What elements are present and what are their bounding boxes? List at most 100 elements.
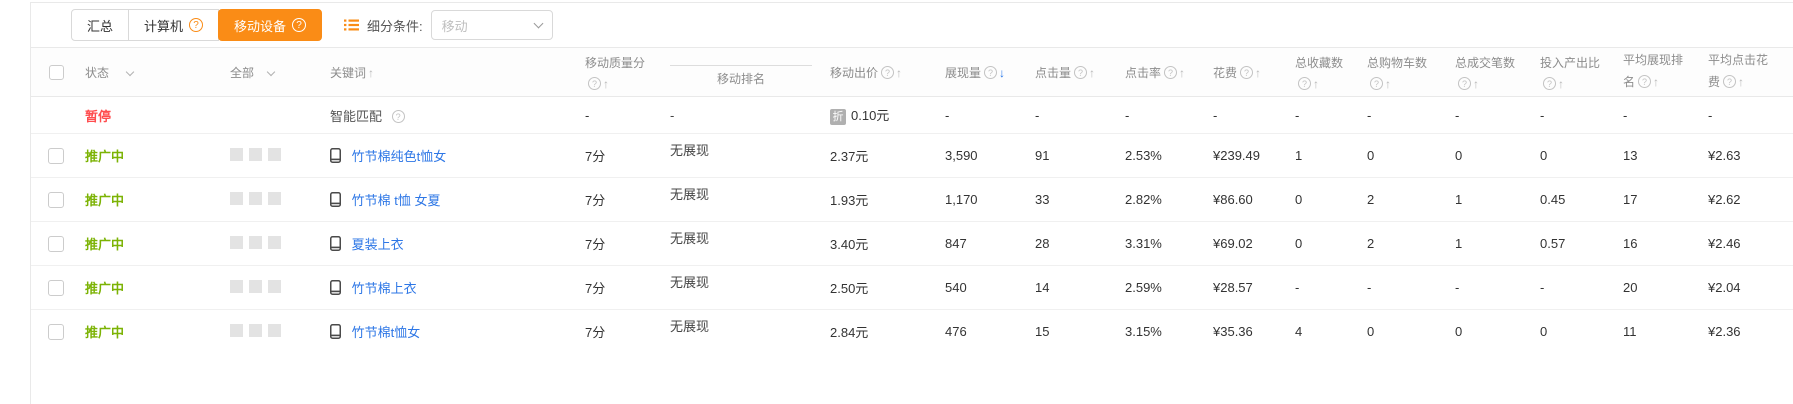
cell-checkbox bbox=[31, 265, 81, 310]
cell-all bbox=[226, 96, 326, 134]
help-icon[interactable]: ? bbox=[1074, 65, 1088, 79]
row-checkbox[interactable] bbox=[48, 279, 64, 296]
help-icon[interactable]: ? bbox=[984, 65, 998, 79]
help-icon[interactable]: ? bbox=[1240, 65, 1254, 79]
cell-status: 推广中 bbox=[81, 177, 226, 222]
help-icon[interactable]: ? bbox=[189, 18, 204, 32]
column-header-all: 全部 bbox=[226, 47, 326, 97]
keyword-link[interactable]: 夏装上衣 bbox=[351, 237, 404, 252]
sort-up-icon[interactable]: ↑ bbox=[1385, 76, 1391, 91]
cell-orders: 0 bbox=[1455, 324, 1463, 340]
cell-carts: - bbox=[1363, 265, 1451, 310]
segment-select[interactable]: 移动 bbox=[430, 10, 553, 40]
cell-keyword: 竹节棉纯色t恤女 竹节棉纯色t恤女 ? bbox=[326, 133, 581, 178]
tab-summary[interactable]: 汇总 bbox=[71, 9, 130, 41]
column-header-impressions: 展现量? ↓ bbox=[941, 47, 1031, 97]
row-checkbox[interactable] bbox=[48, 191, 64, 208]
mobile-phone-icon bbox=[330, 324, 341, 340]
keyword-report-panel: 汇总 计算机 ? 移动设备 ? 细分条件: 移动 bbox=[30, 2, 1793, 404]
table-row: 推广中 竹节棉上衣 竹节棉上衣 ? 7分 无展现 2.50元 540 14 2.… bbox=[31, 265, 1793, 310]
cell-keyword: 竹节棉 t恤 女夏 竹节棉 t恤 女夏 ? bbox=[326, 177, 581, 222]
tab-computer[interactable]: 计算机 ? bbox=[128, 9, 220, 41]
column-header-carts: 总购物车数 ? ↑ bbox=[1363, 47, 1451, 97]
sort-up-icon[interactable]: ↑ bbox=[896, 65, 903, 80]
cell-ctr: 2.59% bbox=[1121, 265, 1209, 310]
sort-up-icon[interactable]: ↑ bbox=[1558, 76, 1564, 91]
cell-ctr: - bbox=[1121, 96, 1209, 134]
tab-summary-label: 汇总 bbox=[87, 18, 114, 34]
column-label: 点击量 bbox=[1035, 65, 1072, 80]
help-icon[interactable]: ? bbox=[1164, 65, 1178, 79]
sort-up-icon[interactable]: ↑ bbox=[603, 76, 609, 91]
sort-up-icon[interactable]: ↑ bbox=[1473, 76, 1479, 91]
row-checkbox[interactable] bbox=[48, 147, 64, 164]
keyword-link[interactable]: 竹节棉 t恤 女夏 bbox=[351, 193, 441, 208]
column-label: 点击率 bbox=[1125, 65, 1162, 80]
help-icon[interactable]: ? bbox=[1370, 76, 1383, 90]
table-row: 暂停 智能匹配 智能匹配 ? - - 折0.10元 - - - - - - - … bbox=[31, 96, 1793, 134]
sort-down-icon[interactable]: ↓ bbox=[999, 65, 1006, 80]
cell-quality-score: 7分 bbox=[581, 177, 666, 222]
sort-up-icon[interactable]: ↑ bbox=[1738, 75, 1745, 89]
cell-favorites: - bbox=[1291, 96, 1363, 134]
cell-favorites: 1 bbox=[1291, 133, 1363, 178]
cell-status: 暂停 bbox=[81, 96, 226, 134]
keyword-link[interactable]: 竹节棉纯色t恤女 bbox=[351, 149, 447, 164]
column-label: 关键词 bbox=[330, 65, 367, 80]
cell-avg-rank: 13 bbox=[1619, 133, 1704, 178]
column-label: 全部 bbox=[230, 65, 255, 80]
table-row: 推广中 竹节棉 t恤 女夏 竹节棉 t恤 女夏 ? 7分 无展现 1.93元 1… bbox=[31, 177, 1793, 222]
column-label: 状态 bbox=[85, 65, 110, 80]
sort-up-icon[interactable]: ↑ bbox=[1255, 65, 1262, 80]
cell-clicks: 33 bbox=[1031, 177, 1121, 222]
row-checkbox[interactable] bbox=[48, 324, 64, 341]
help-icon[interactable]: ? bbox=[292, 18, 307, 32]
cell-keyword: 竹节棉上衣 竹节棉上衣 ? bbox=[326, 265, 581, 310]
help-icon[interactable]: ? bbox=[881, 65, 895, 79]
cell-clicks: - bbox=[1031, 96, 1121, 134]
bid-value: 2.84元 bbox=[830, 325, 869, 341]
help-icon[interactable]: ? bbox=[1723, 75, 1737, 88]
row-checkbox[interactable] bbox=[48, 235, 64, 252]
mobile-phone-icon bbox=[330, 280, 341, 295]
help-icon[interactable]: ? bbox=[391, 109, 405, 123]
keyword-link[interactable]: 竹节棉上衣 bbox=[351, 281, 417, 296]
device-tabs: 汇总 计算机 ? 移动设备 ? bbox=[71, 9, 323, 41]
help-icon[interactable]: ? bbox=[1458, 76, 1471, 90]
column-label: 总收藏数 bbox=[1295, 55, 1344, 70]
cell-ctr: 2.53% bbox=[1121, 133, 1209, 178]
cell-cost: ¥239.49 bbox=[1209, 133, 1291, 178]
cell-mobile-bid: 3.40元 bbox=[826, 221, 941, 266]
chevron-down-icon[interactable] bbox=[125, 67, 135, 76]
cell-all bbox=[226, 133, 326, 178]
help-icon[interactable]: ? bbox=[1543, 76, 1556, 90]
segment-list-icon bbox=[344, 19, 360, 31]
help-icon[interactable]: ? bbox=[588, 76, 601, 90]
sort-up-icon[interactable]: ↑ bbox=[368, 65, 375, 80]
help-icon[interactable]: ? bbox=[1638, 75, 1652, 88]
quality-blocks bbox=[230, 279, 287, 296]
chevron-down-icon[interactable] bbox=[266, 67, 276, 76]
cell-clicks: 14 bbox=[1031, 265, 1121, 310]
segment-condition: 细分条件: 移动 bbox=[344, 10, 553, 40]
sort-up-icon[interactable]: ↑ bbox=[1313, 76, 1319, 91]
cell-mobile-bid: 1.93元 bbox=[826, 177, 941, 222]
cell-checkbox bbox=[31, 310, 81, 354]
cell-cost: ¥28.57 bbox=[1209, 265, 1291, 310]
cell-impressions: 540 bbox=[941, 265, 1031, 310]
status-badge: 推广中 bbox=[85, 325, 125, 341]
help-icon[interactable]: ? bbox=[1298, 76, 1311, 90]
tab-computer-label: 计算机 bbox=[144, 18, 184, 34]
keyword-link[interactable]: 竹节棉t恤女 bbox=[351, 325, 421, 341]
cell-impressions: 1,170 bbox=[941, 177, 1031, 222]
select-all-checkbox[interactable] bbox=[48, 64, 64, 80]
sort-up-icon[interactable]: ↑ bbox=[1089, 65, 1096, 80]
cell-roi: 0.57 bbox=[1536, 221, 1619, 266]
cell-avg-rank: - bbox=[1619, 96, 1704, 134]
cell-favorites: - bbox=[1291, 265, 1363, 310]
tab-mobile-label: 移动设备 bbox=[234, 18, 287, 34]
tab-mobile[interactable]: 移动设备 ? bbox=[218, 9, 323, 41]
sort-up-icon[interactable]: ↑ bbox=[1179, 65, 1186, 80]
cell-avg-cpc: - bbox=[1704, 96, 1793, 134]
sort-up-icon[interactable]: ↑ bbox=[1653, 75, 1660, 89]
